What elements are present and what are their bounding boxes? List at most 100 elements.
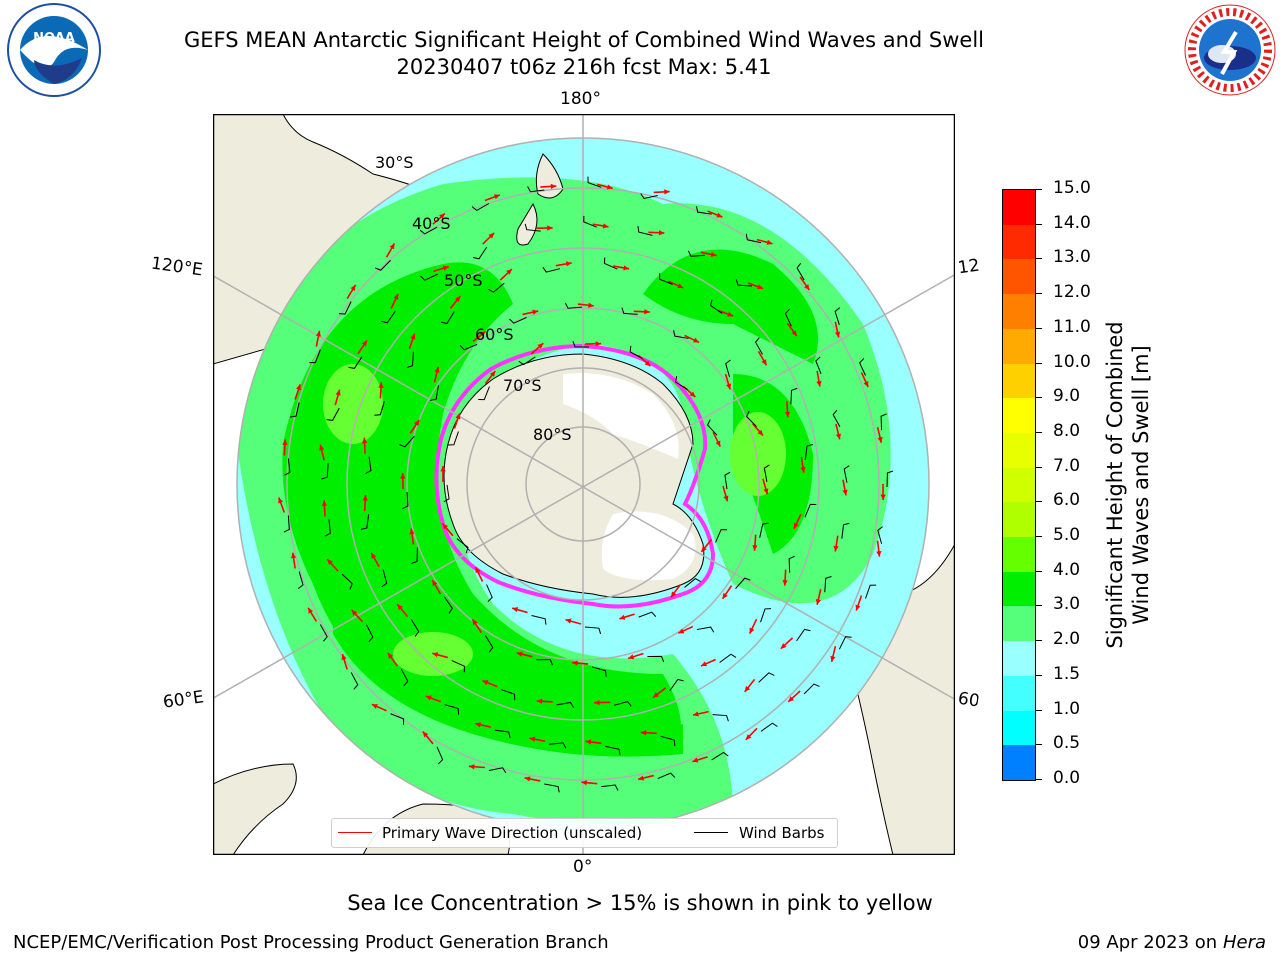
antarctic-map: [213, 114, 955, 855]
wind-barb: [399, 435, 415, 448]
wind-barb: [715, 529, 728, 543]
wave-arrow-head: [815, 598, 821, 605]
wind-barb: [309, 349, 321, 364]
wave-arrow-head: [512, 607, 519, 613]
wind-barb: [366, 624, 374, 643]
wind-barb-label: Wind Barbs: [739, 824, 825, 842]
wind-barb: [542, 266, 560, 273]
wave-arrow-head: [547, 225, 553, 231]
wind-barb: [365, 456, 372, 474]
wave-arrow-head: [536, 698, 543, 704]
wind-barb: [601, 784, 619, 791]
colorbar-segment: [1003, 710, 1035, 746]
wave-arrow-head: [393, 293, 399, 300]
wave-arrow-head: [602, 223, 609, 229]
colorbar-tick: [1036, 640, 1042, 642]
wind-barb: [824, 576, 832, 593]
wind-barb: [660, 735, 676, 747]
colorbar-tick: [1036, 431, 1042, 433]
lon-label-120w: 120°W: [956, 255, 980, 279]
colorbar-tick: [1036, 466, 1042, 468]
wind-barb: [843, 465, 850, 483]
wind-barb: [411, 547, 418, 564]
colorbar-tick-label: 11.0: [1053, 316, 1091, 337]
colorbar-tick-label: 13.0: [1053, 247, 1091, 268]
wave-arrow-head: [387, 652, 394, 659]
colorbar-segment: [1003, 571, 1035, 607]
wave-arrow-head: [442, 523, 448, 530]
footer-date: 09 Apr 2023 on Hera: [1078, 932, 1266, 953]
wave-arrow-head: [524, 776, 531, 782]
wave-arrow-head: [361, 437, 368, 444]
wave-arrow-head: [341, 654, 347, 661]
wave-arrow-head: [455, 413, 461, 420]
colorbar-tick-label: 9.0: [1053, 386, 1081, 407]
wind-barb: [381, 569, 388, 588]
wave-arrow-head: [434, 366, 440, 373]
lat-label-30s: 30°S: [375, 153, 414, 172]
wind-barb: [531, 615, 547, 625]
wave-arrow-head: [788, 696, 795, 702]
primary-wave-swatch: [338, 832, 372, 833]
wave-arrow-head: [409, 528, 415, 535]
wave-arrow-head: [791, 330, 797, 337]
colorbar-tick-label: 1.5: [1053, 663, 1081, 684]
wave-arrow-head: [793, 522, 799, 529]
wind-barb: [735, 279, 753, 287]
wind-barb: [400, 668, 409, 687]
lon-label-0: 0°: [573, 857, 593, 877]
wave-arrow-head: [880, 494, 886, 500]
wave-arrow-head: [362, 495, 368, 501]
wave-arrow-head: [371, 704, 378, 709]
wave-arrow-head: [619, 614, 626, 620]
wind-barb: [411, 619, 420, 637]
wind-barb: [338, 301, 352, 315]
wind-barb: [290, 402, 300, 418]
colorbar-segment: [1003, 294, 1035, 330]
wave-arrow-head: [475, 567, 481, 574]
wind-barb: [674, 376, 688, 390]
wave-arrow-head: [572, 660, 578, 666]
wave-arrow-head: [766, 239, 773, 245]
wind-barb: [324, 519, 331, 537]
wind-barb: [763, 464, 770, 482]
wave-arrow-head: [432, 652, 439, 658]
colorbar-segment: [1003, 641, 1035, 677]
wave-arrow-head: [800, 466, 806, 473]
wave-arrow-head: [677, 283, 684, 289]
wave-arrow-head: [727, 311, 734, 317]
wind-barb: [886, 470, 894, 488]
colorbar-tick: [1036, 362, 1042, 364]
wave-arrow-head: [397, 604, 403, 611]
wind-barb: [440, 311, 455, 324]
wave-arrow-head: [350, 284, 356, 291]
colorbar: [1002, 189, 1036, 781]
colorbar-tick-label: 14.0: [1053, 212, 1091, 233]
primary-wave-label: Primary Wave Direction (unscaled): [382, 824, 643, 842]
wind-barb: [758, 672, 775, 683]
wind-barb: [406, 351, 414, 369]
wave-arrow-head: [282, 439, 288, 446]
wave-arrow-head: [389, 243, 395, 250]
colorbar-tick: [1036, 570, 1042, 572]
colorbar-segment: [1003, 675, 1035, 712]
colorbar-tick-label: 7.0: [1053, 455, 1081, 476]
wind-barb-swatch: [694, 832, 728, 833]
wind-barb: [711, 751, 729, 761]
wind-barb: [880, 413, 887, 431]
colorbar-tick: [1036, 779, 1042, 780]
wave-arrow-head: [422, 731, 429, 738]
wind-barb: [420, 273, 438, 281]
wave-arrow-head: [638, 775, 645, 781]
wave-arrow-head: [692, 757, 699, 763]
wind-barb: [815, 356, 822, 375]
wave-arrow-head: [710, 251, 717, 258]
wind-barb: [478, 386, 490, 401]
wave-arrow-head: [749, 627, 755, 634]
wave-arrow-head: [763, 488, 769, 495]
wave-arrow-head: [493, 194, 500, 200]
colorbar-segment: [1003, 537, 1035, 573]
wind-barb: [605, 745, 621, 756]
wave-arrow-head: [784, 411, 791, 418]
wave-arrow-head: [835, 433, 841, 440]
